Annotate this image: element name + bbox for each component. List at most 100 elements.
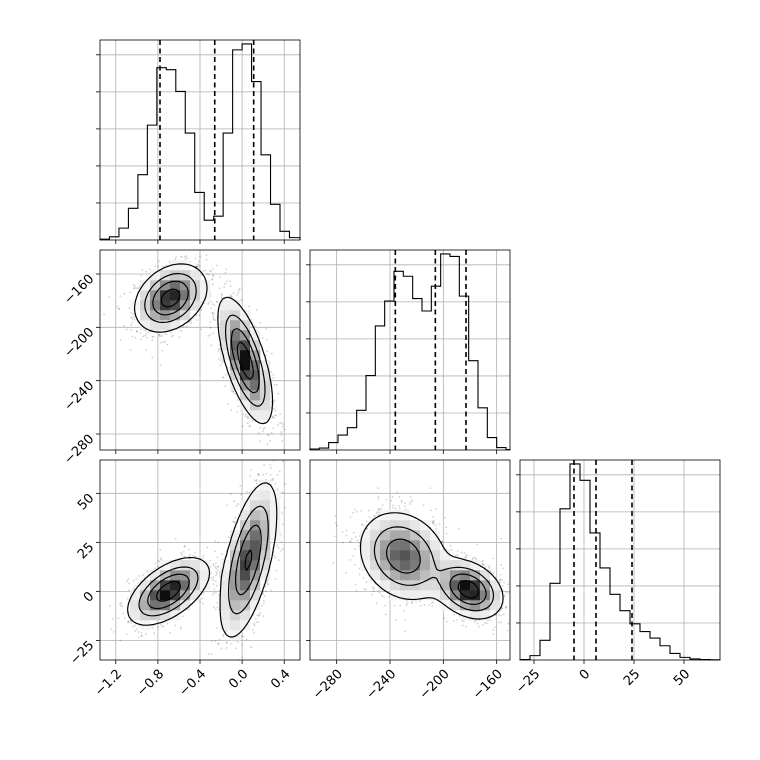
sample-point [158,334,161,337]
sample-point [400,501,403,504]
sample-point [224,385,227,388]
sample-point [354,583,357,586]
sample-point [432,601,435,604]
sample-point [514,588,516,590]
sample-point [140,635,143,638]
sample-point [481,560,484,563]
sample-point [183,545,186,548]
sample-point [183,544,186,547]
density-cell [390,530,401,541]
density-cell [240,340,251,351]
sample-point [361,524,364,527]
sample-point [154,567,156,570]
sample-point [227,402,230,405]
density-cell [160,270,171,281]
sample-point [280,433,283,436]
histogram-frame-1 [309,249,511,451]
sample-point [333,535,336,538]
sample-point [503,594,506,596]
density-cell [140,610,151,621]
density-content-1-2 [310,460,516,660]
sample-point [253,325,256,328]
density-cell [270,520,281,531]
density-cell [230,560,241,571]
sample-point [270,589,273,592]
density-cell [150,570,161,581]
sample-point [392,507,395,509]
sample-point [131,626,134,628]
density-cell [360,560,371,571]
density-cell [440,580,451,591]
y-tick-label: 50 [75,491,97,513]
density-cell [250,330,261,341]
sample-point [376,511,379,513]
density-panel-0-2: −1.2 −0.8 −0.4 0.0 0.4 −25 0 25 50 [67,459,301,700]
sample-point [222,635,225,638]
sample-point [259,612,261,614]
sample-point [265,354,267,357]
sample-point [215,571,218,573]
sample-point [409,501,412,503]
density-cell [390,570,401,581]
density-cell [160,320,171,331]
sample-point [266,350,269,353]
sample-point [410,601,413,604]
sample-point [160,557,163,560]
sample-point [180,626,182,629]
density-cell [420,520,431,531]
density-cell [230,360,241,371]
sample-point [212,274,215,277]
sample-point [216,606,219,609]
density-cell [140,290,151,301]
sample-point [119,295,122,298]
sample-point [209,321,212,323]
sample-point [152,335,155,338]
sample-point [391,495,394,498]
sample-point [248,425,251,428]
sample-point [482,563,485,566]
density-cell [410,520,421,531]
sample-point [281,491,284,494]
sample-point [281,426,284,428]
sample-point [135,330,138,333]
sample-point [431,602,433,605]
sample-point [274,409,277,412]
sample-point [125,633,128,635]
sample-point [159,558,162,561]
density-cell [200,560,211,571]
density-cell [160,570,171,581]
sample-point [393,604,396,607]
sample-point [278,470,281,473]
sample-point [212,583,215,585]
sample-point [210,640,213,642]
density-cell [150,600,161,611]
sample-point [341,541,344,544]
sample-point [492,557,495,560]
sample-point [148,268,151,270]
sample-point [157,625,160,628]
sample-point [213,588,216,591]
sample-point [262,599,265,602]
sample-point [232,390,235,393]
density-cell [430,550,441,561]
density-cell [230,540,241,551]
sample-point [431,521,434,524]
density-cell [270,500,281,511]
contour-level-2 [147,524,262,610]
sample-point [131,321,133,324]
sample-point [201,557,203,560]
sample-point [214,550,216,553]
density-cell [190,290,201,301]
sample-point [121,605,124,608]
sample-point [435,527,438,530]
sample-point [146,336,148,339]
histogram-frame-2 [519,459,721,661]
sample-point [215,567,218,570]
sample-point [130,316,133,319]
sample-point [117,617,120,620]
sample-point [390,499,393,502]
sample-point [212,332,214,335]
density-cell [430,590,441,601]
sample-point [122,612,125,615]
